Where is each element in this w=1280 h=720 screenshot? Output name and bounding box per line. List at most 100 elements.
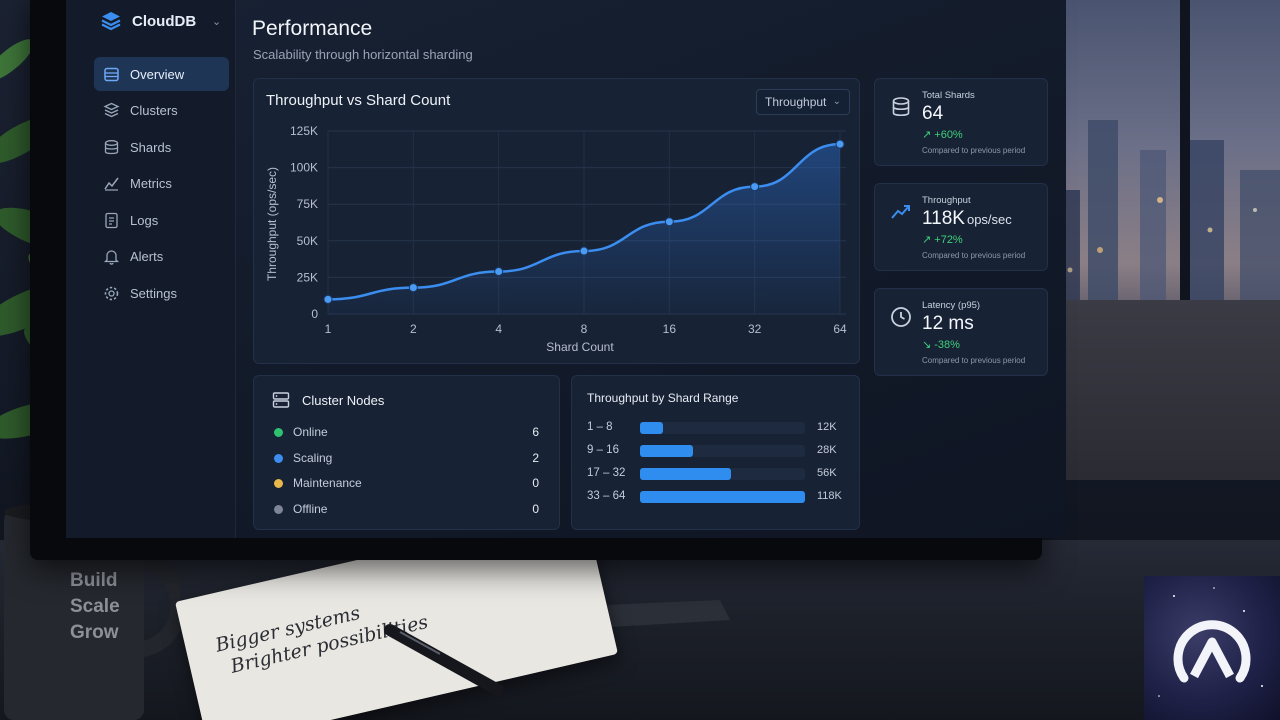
logs-icon	[105, 212, 118, 229]
status-dot	[274, 454, 283, 463]
sidebar-item-logs[interactable]: Logs	[94, 203, 229, 237]
x-tick-label: 1	[325, 322, 332, 336]
shard-range-bar	[640, 445, 693, 457]
kpi-label: Total Shards	[922, 90, 975, 101]
shard-range-track	[640, 491, 805, 503]
node-status-label: Maintenance	[293, 476, 362, 490]
status-dot	[274, 479, 283, 488]
node-status-row: Scaling 2	[274, 449, 539, 469]
sidebar-item-label: Logs	[130, 212, 159, 228]
shard-range-track	[640, 468, 805, 480]
x-axis-label: Shard Count	[546, 340, 614, 354]
kpi-value: 64	[922, 103, 943, 125]
x-tick-label: 16	[663, 322, 677, 336]
chevron-down-icon[interactable]: ⌄	[212, 16, 222, 28]
x-tick-label: 32	[748, 322, 762, 336]
shard-range-value: 12K	[817, 421, 837, 433]
sidebar-item-settings[interactable]: Settings	[94, 277, 229, 311]
shard-range-row: 1 – 8 12K	[587, 419, 849, 437]
throughput-line-chart: 0 25K 50K 75K 100K 125K 1 2 4 8 16 32 64 Shard Count…	[265, 124, 847, 354]
node-status-label: Offline	[293, 502, 328, 516]
x-tick-label: 8	[581, 322, 588, 336]
node-status-label: Scaling	[293, 451, 333, 465]
kpi-label: Latency (p95)	[922, 300, 981, 311]
sidebar-item-label: Overview	[130, 66, 185, 82]
shard-range-label: 33 – 64	[587, 490, 626, 502]
pen	[384, 624, 504, 696]
y-axis-label: Throughput (ops/sec)	[265, 167, 279, 281]
background-shelf	[1040, 300, 1280, 480]
shard-range-track	[640, 445, 805, 457]
sidebar-item-label: Settings	[130, 286, 177, 302]
database-table-icon	[104, 67, 119, 81]
server-icon	[272, 392, 290, 408]
gear-icon	[104, 286, 119, 301]
stack-logo-icon	[101, 12, 121, 31]
kpi-note: Compared to previous period	[922, 251, 1026, 260]
shard-range-title: Throughput by Shard Range	[587, 391, 739, 405]
y-tick-label: 75K	[297, 197, 318, 211]
sidebar-item-label: Shards	[130, 139, 172, 155]
sidebar-item-metrics[interactable]: Metrics	[94, 167, 229, 201]
dropdown-value: Throughput	[765, 95, 827, 109]
cluster-nodes-title: Cluster Nodes	[302, 393, 385, 408]
y-tick-label: 25K	[297, 270, 318, 284]
node-status-row: Online 6	[274, 423, 539, 443]
page-subtitle: Scalability through horizontal sharding	[253, 47, 473, 62]
kpi-label: Throughput	[922, 195, 971, 206]
shard-range-bar	[640, 422, 664, 434]
kpi-value-text: 12 ms	[922, 313, 974, 334]
sidebar-item-overview[interactable]: Overview	[94, 57, 229, 91]
shard-range-label: 17 – 32	[587, 467, 626, 479]
kpi-unit: ops/sec	[966, 212, 1012, 227]
shard-range-value: 56K	[817, 467, 837, 479]
chart-point[interactable]	[494, 267, 504, 277]
city-skyline	[1050, 120, 1280, 300]
chart-point[interactable]	[408, 283, 418, 293]
node-status-count: 0	[532, 502, 539, 516]
chevron-down-icon: ⌄	[832, 96, 841, 107]
kpi-throughput: Throughput 118K ops/sec ↗ +72% Compared t…	[874, 183, 1048, 271]
cluster-icon	[103, 102, 120, 118]
kpi-delta: ↘ -38%	[922, 339, 960, 351]
sidebar-item-shards[interactable]: Shards	[94, 130, 229, 164]
node-status-row: Offline 0	[274, 500, 539, 520]
shard-range-card: Throughput by Shard Range 1 – 8 12K 9 – …	[571, 375, 860, 530]
database-icon	[892, 97, 910, 117]
shard-range-label: 1 – 8	[587, 421, 613, 433]
node-status-row: Maintenance 0	[274, 474, 539, 494]
shard-range-track	[640, 422, 805, 434]
dashboard-screen: CloudDB ⌄ Overview Clusters	[66, 0, 1066, 538]
kpi-delta: ↗ +60%	[922, 129, 963, 141]
shard-range-row: 33 – 64 118K	[587, 488, 849, 506]
sidebar-item-label: Clusters	[130, 103, 178, 119]
node-status-count: 2	[532, 451, 539, 465]
throughput-chart-card: Throughput vs Shard Count Throughput ⌄ 0…	[253, 78, 860, 364]
chart-point[interactable]	[835, 139, 845, 149]
sidebar-item-label: Alerts	[130, 249, 164, 265]
mug-text-line: Scale	[70, 596, 120, 617]
chart-point[interactable]	[750, 182, 760, 192]
y-tick-label: 100K	[290, 161, 318, 175]
trend-up-icon	[891, 205, 910, 219]
sidebar: CloudDB ⌄ Overview Clusters	[66, 0, 236, 538]
brand[interactable]: CloudDB	[100, 10, 196, 32]
kpi-value-text: 64	[922, 103, 944, 124]
sidebar-nav: Overview Clusters Shards	[94, 57, 229, 313]
shard-range-row: 9 – 16 28K	[587, 442, 849, 460]
status-dot	[274, 428, 283, 437]
status-dot	[274, 505, 283, 514]
chart-point[interactable]	[579, 246, 589, 256]
chart-point[interactable]	[323, 294, 333, 304]
sidebar-item-alerts[interactable]: Alerts	[94, 240, 229, 274]
mug-text-line: Build	[70, 570, 118, 591]
shard-range-bar	[640, 468, 731, 480]
metric-dropdown[interactable]: Throughput ⌄	[756, 89, 850, 115]
kpi-value-text: 118K	[922, 208, 965, 229]
mug-text-line: Grow	[70, 622, 119, 643]
cluster-nodes-card: Cluster Nodes Online 6 Scaling 2 Mainten…	[253, 375, 560, 530]
node-status-count: 0	[532, 476, 539, 490]
sidebar-item-clusters[interactable]: Clusters	[94, 94, 229, 128]
chart-point[interactable]	[664, 217, 674, 227]
shard-range-label: 9 – 16	[587, 444, 619, 456]
